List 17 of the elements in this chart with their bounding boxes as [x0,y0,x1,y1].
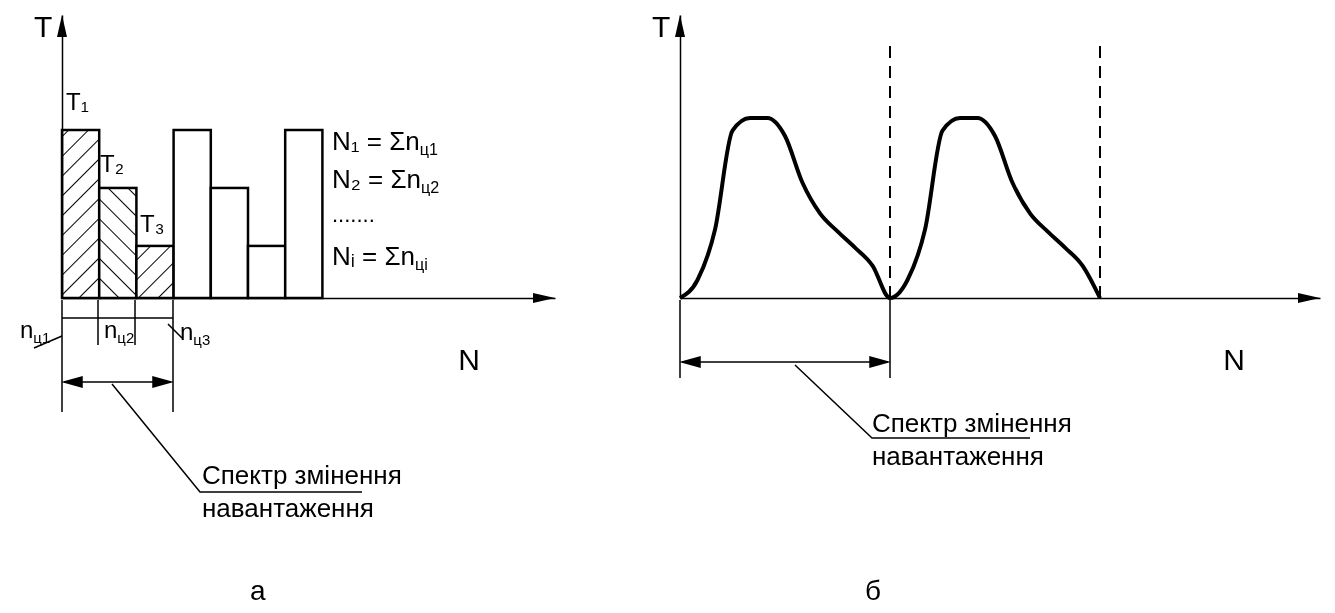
text: ....... [332,202,375,227]
text: а [250,575,266,606]
text: Спектр змінення навантаження [202,460,402,523]
annotation: T₂ [100,150,124,177]
text: Nᵢ = Σn$_{цi}$ [332,241,428,273]
annotation: T₃ [140,210,165,237]
text: T₁ [66,88,89,115]
text: N₁ = Σn$_{ц1}$ [332,126,438,158]
x-axis-title: N [1223,343,1245,376]
text: N₂ = Σn$_{ц2}$ [332,164,440,196]
text: б [865,575,882,606]
y-axis-title: T [652,10,671,43]
text: Спектр змінення навантаження [872,408,1072,471]
text: n$_{ц2}$ [104,316,135,346]
x-axis-title: N [458,343,480,376]
text: n$_{ц3}$ [180,318,211,348]
y-axis-title: T [34,10,53,43]
